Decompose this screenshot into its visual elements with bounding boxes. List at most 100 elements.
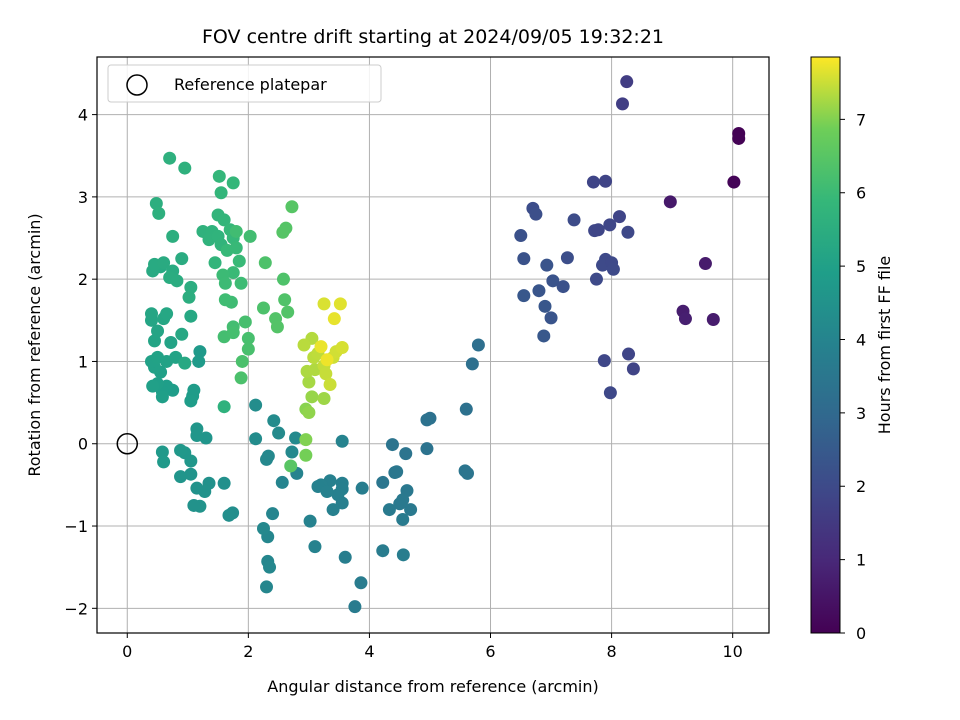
data-point	[621, 225, 635, 239]
data-point	[151, 324, 165, 338]
data-point	[232, 254, 246, 268]
data-point	[732, 131, 746, 145]
data-point	[256, 521, 270, 535]
data-point	[308, 540, 322, 554]
data-point	[226, 266, 240, 280]
data-point	[382, 503, 396, 517]
data-point	[184, 280, 198, 294]
x-tick-label: 10	[722, 642, 742, 661]
data-point	[160, 307, 174, 321]
reference-marker-group	[116, 432, 139, 455]
data-point	[320, 484, 334, 498]
data-point	[538, 299, 552, 313]
data-point	[184, 467, 198, 481]
data-point	[299, 448, 313, 462]
data-point	[148, 334, 162, 348]
data-point	[144, 307, 158, 321]
data-point	[157, 455, 171, 469]
y-tick-label: 1	[78, 352, 88, 371]
data-point	[241, 331, 255, 345]
data-point	[184, 394, 198, 408]
data-point	[266, 507, 280, 521]
data-point	[706, 312, 720, 326]
data-point	[404, 503, 418, 517]
data-point	[192, 354, 206, 368]
data-point	[184, 454, 198, 468]
data-point	[175, 252, 189, 266]
legend-marker-open-circle	[126, 74, 148, 96]
data-point	[589, 272, 603, 286]
data-point	[698, 257, 712, 271]
data-point	[465, 357, 479, 371]
data-point	[193, 345, 207, 359]
x-tick-label: 4	[364, 642, 374, 661]
data-point	[285, 445, 299, 459]
data-point	[284, 459, 298, 473]
data-point	[146, 379, 160, 393]
data-point	[323, 377, 337, 391]
y-tick-label: 3	[78, 188, 88, 207]
y-axis: −2 −1 0 1 2 3 4	[64, 106, 97, 618]
colorbar-tick-label: 3	[856, 404, 866, 423]
data-point	[217, 476, 231, 490]
data-point	[217, 400, 231, 414]
data-point	[182, 290, 196, 304]
data-point	[326, 503, 340, 517]
data-point	[603, 218, 617, 232]
data-point	[226, 326, 240, 340]
data-point	[540, 258, 554, 272]
data-point	[267, 414, 281, 428]
y-tick-label: −1	[64, 517, 88, 536]
x-axis-label: Angular distance from reference (arcmin)	[267, 677, 598, 696]
data-point	[314, 340, 328, 354]
data-point	[226, 176, 240, 190]
data-point	[190, 481, 204, 495]
data-point	[235, 354, 249, 368]
data-point	[302, 405, 316, 419]
data-point	[190, 422, 204, 436]
data-point	[281, 305, 295, 319]
data-point	[529, 207, 543, 221]
x-tick-label: 0	[122, 642, 132, 661]
data-point	[305, 390, 319, 404]
data-point	[393, 497, 407, 511]
data-point	[348, 600, 362, 614]
data-point	[338, 550, 352, 564]
data-point	[678, 312, 692, 326]
colorbar-tick-label: 6	[856, 184, 866, 203]
data-point	[155, 445, 169, 459]
data-point	[214, 186, 228, 200]
data-point	[544, 311, 558, 325]
data-point	[727, 175, 741, 189]
data-point	[263, 560, 277, 574]
data-point	[174, 470, 188, 484]
data-point	[556, 280, 570, 294]
data-point	[599, 174, 613, 188]
colorbar-label: Hours from first FF file	[875, 256, 894, 435]
data-point	[302, 375, 316, 389]
x-tick-label: 2	[243, 642, 253, 661]
data-point	[396, 548, 410, 562]
data-point	[461, 466, 475, 480]
x-tick-label: 6	[485, 642, 495, 661]
y-tick-label: 2	[78, 270, 88, 289]
data-point	[335, 496, 349, 510]
data-point	[208, 256, 222, 270]
data-point	[517, 252, 531, 266]
data-point	[175, 327, 189, 341]
data-point	[275, 475, 289, 489]
data-point	[155, 390, 169, 404]
legend-box	[107, 64, 382, 103]
data-point	[537, 329, 551, 343]
data-point	[164, 336, 178, 350]
data-point	[152, 206, 166, 220]
data-point	[278, 293, 292, 307]
data-point	[586, 175, 600, 189]
data-point	[256, 301, 270, 315]
data-point	[218, 293, 232, 307]
data-point	[170, 274, 184, 288]
data-point	[276, 272, 290, 286]
legend: Reference platepar	[107, 64, 382, 103]
data-point	[303, 514, 317, 528]
